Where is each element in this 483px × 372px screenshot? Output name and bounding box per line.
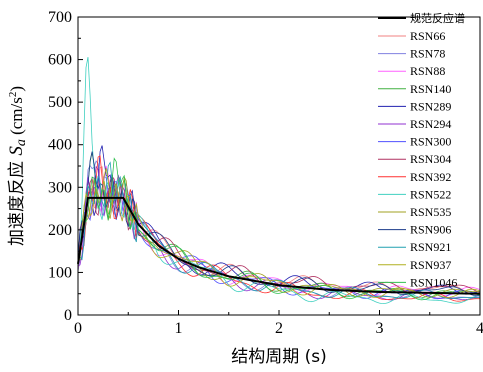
series-line-rsn921 — [77, 161, 481, 300]
y-axis-title-unit-close: ) — [7, 86, 26, 92]
y-tick-label: 500 — [48, 94, 72, 111]
series-line-rsn1046 — [77, 157, 481, 301]
legend-label: RSN535 — [410, 205, 451, 219]
y-axis-title-prefix: 加速度反应 — [7, 156, 27, 246]
axis-tick-labels: 0 1 2 3 4 0 100 200 300 400 500 600 700 — [48, 9, 483, 337]
legend-label: RSN140 — [410, 82, 451, 96]
legend-label: RSN304 — [410, 152, 451, 166]
x-tick-label: 1 — [175, 320, 183, 337]
design-spectrum-line — [77, 196, 481, 295]
legend-label: RSN906 — [410, 223, 451, 237]
y-tick-label: 100 — [48, 264, 72, 281]
x-tick-label: 3 — [376, 320, 384, 337]
legend-label: RSN78 — [410, 47, 445, 61]
y-axis-title-subscript: a — [14, 139, 29, 146]
y-tick-label: 300 — [48, 179, 72, 196]
y-tick-label: 0 — [64, 307, 72, 324]
legend-label: RSN300 — [410, 135, 451, 149]
legend-label: RSN1046 — [410, 275, 457, 289]
plot-lines — [77, 57, 481, 305]
y-tick-label: 400 — [48, 137, 72, 154]
x-tick-label: 0 — [74, 320, 82, 337]
legend-label: RSN522 — [410, 187, 451, 201]
y-tick-label: 600 — [48, 52, 72, 69]
y-tick-label: 700 — [48, 9, 72, 26]
x-tick-label: 2 — [275, 320, 283, 337]
y-tick-label: 200 — [48, 222, 72, 239]
legend-label: RSN66 — [410, 29, 445, 43]
legend-label-design: 规范反应谱 — [410, 11, 465, 25]
legend-label: RSN289 — [410, 99, 451, 113]
y-axis-title-symbol: S — [6, 146, 27, 156]
legend: 规范反应谱 RSN66 RSN78 RSN88 RSN140 RSN289 RSN294 RS… — [378, 11, 465, 289]
x-tick-label: 4 — [476, 320, 483, 337]
x-axis-title: 结构周期 (s) — [231, 347, 327, 367]
legend-label: RSN937 — [410, 258, 451, 272]
series-line-rsn535 — [77, 175, 481, 298]
y-axis-title-unit: (cm/s — [7, 97, 26, 139]
legend-label: RSN88 — [410, 64, 445, 78]
legend-label: RSN294 — [410, 117, 451, 131]
legend-label: RSN392 — [410, 170, 451, 184]
y-axis-title: 加速度反应 Sa (cm/s2) — [6, 86, 29, 246]
y-axis-title-unit-sup: 2 — [7, 92, 19, 98]
axis-ticks — [77, 16, 481, 316]
legend-label: RSN921 — [410, 240, 451, 254]
